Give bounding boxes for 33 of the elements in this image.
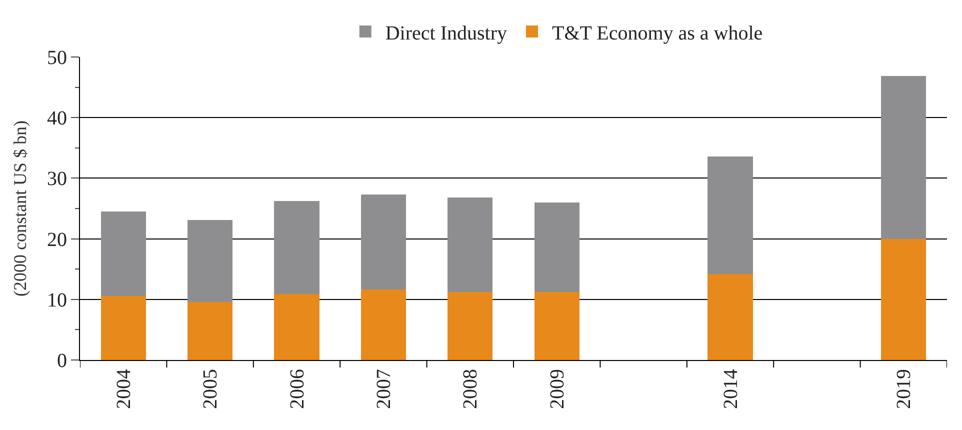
y-tick-label: 40 — [47, 108, 67, 130]
x-tick-label: 2019 — [893, 369, 916, 409]
bar — [708, 274, 753, 360]
bar — [360, 290, 406, 360]
x-tick-label: 2005 — [200, 369, 222, 409]
bar — [881, 238, 926, 360]
y-tick-label: 30 — [47, 168, 67, 190]
bar — [534, 292, 580, 360]
bar — [881, 76, 926, 239]
bar — [708, 156, 753, 274]
bar — [534, 202, 580, 292]
bar — [360, 194, 406, 290]
bar — [100, 296, 146, 360]
bar — [448, 198, 493, 292]
x-tick-label: 2009 — [546, 369, 568, 409]
x-tick-label: 2006 — [286, 369, 308, 409]
y-tick-label: 50 — [47, 47, 67, 69]
bar — [274, 201, 320, 294]
x-tick-label: 2004 — [112, 369, 135, 409]
bar — [188, 302, 233, 360]
x-tick-label: 2008 — [460, 369, 482, 409]
bar — [448, 292, 493, 360]
x-tick-label: 2014 — [720, 369, 742, 409]
legend-label: T&T Economy as a whole — [552, 22, 763, 44]
y-tick-label: 10 — [47, 289, 67, 312]
y-axis-title: (2000 constant US $ bn) — [10, 120, 30, 296]
bar — [188, 220, 233, 302]
bar — [100, 212, 146, 296]
y-tick-label: 0 — [57, 350, 67, 372]
x-tick-label: 2007 — [372, 369, 395, 409]
bar — [274, 294, 320, 360]
y-tick-label: 20 — [47, 228, 67, 251]
legend-label: Direct Industry — [385, 22, 507, 44]
